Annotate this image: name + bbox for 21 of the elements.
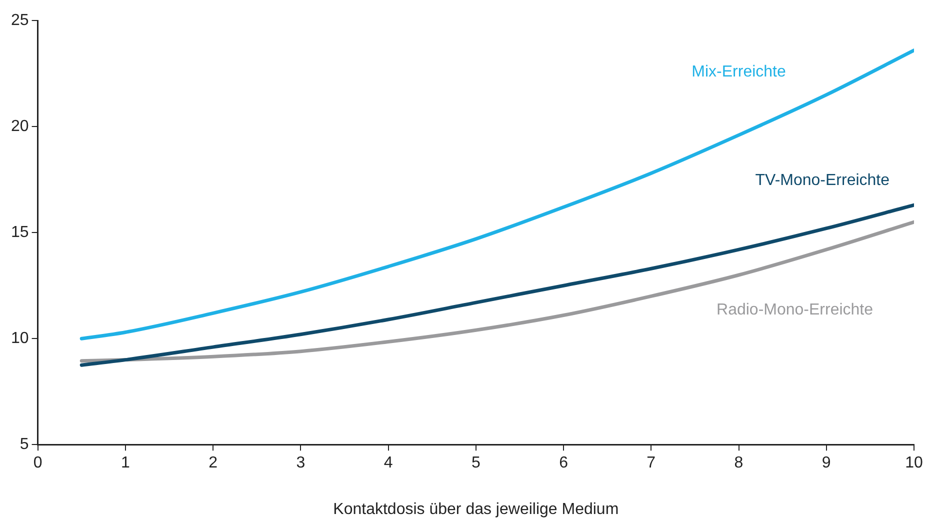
- x-tick-label: 4: [384, 454, 393, 472]
- y-tick-label: 15: [11, 224, 29, 242]
- series-label: Mix-Erreichte: [692, 63, 786, 80]
- x-tick-label: 10: [905, 454, 923, 472]
- x-tick-label: 5: [471, 454, 480, 472]
- x-tick-label: 3: [296, 454, 306, 472]
- x-tick-label: 9: [822, 454, 831, 472]
- series-label: Radio-Mono-Erreichte: [716, 301, 874, 318]
- x-tick-label: 1: [120, 454, 130, 472]
- x-tick-label: 6: [559, 454, 568, 472]
- y-tick-label: 5: [20, 436, 29, 454]
- x-tick-label: 7: [646, 454, 656, 472]
- x-tick-label: 0: [33, 454, 42, 472]
- series-label: TV-Mono-Erreichte: [755, 172, 890, 189]
- x-axis-title: Kontaktdosis über das jeweilige Medium: [333, 500, 619, 518]
- y-tick-label: 20: [11, 118, 29, 136]
- x-tick-label: 2: [208, 454, 218, 472]
- x-tick-label: 8: [734, 454, 744, 472]
- y-tick-label: 25: [11, 12, 29, 30]
- line-series: [80, 48, 914, 340]
- y-tick-label: 10: [11, 330, 29, 348]
